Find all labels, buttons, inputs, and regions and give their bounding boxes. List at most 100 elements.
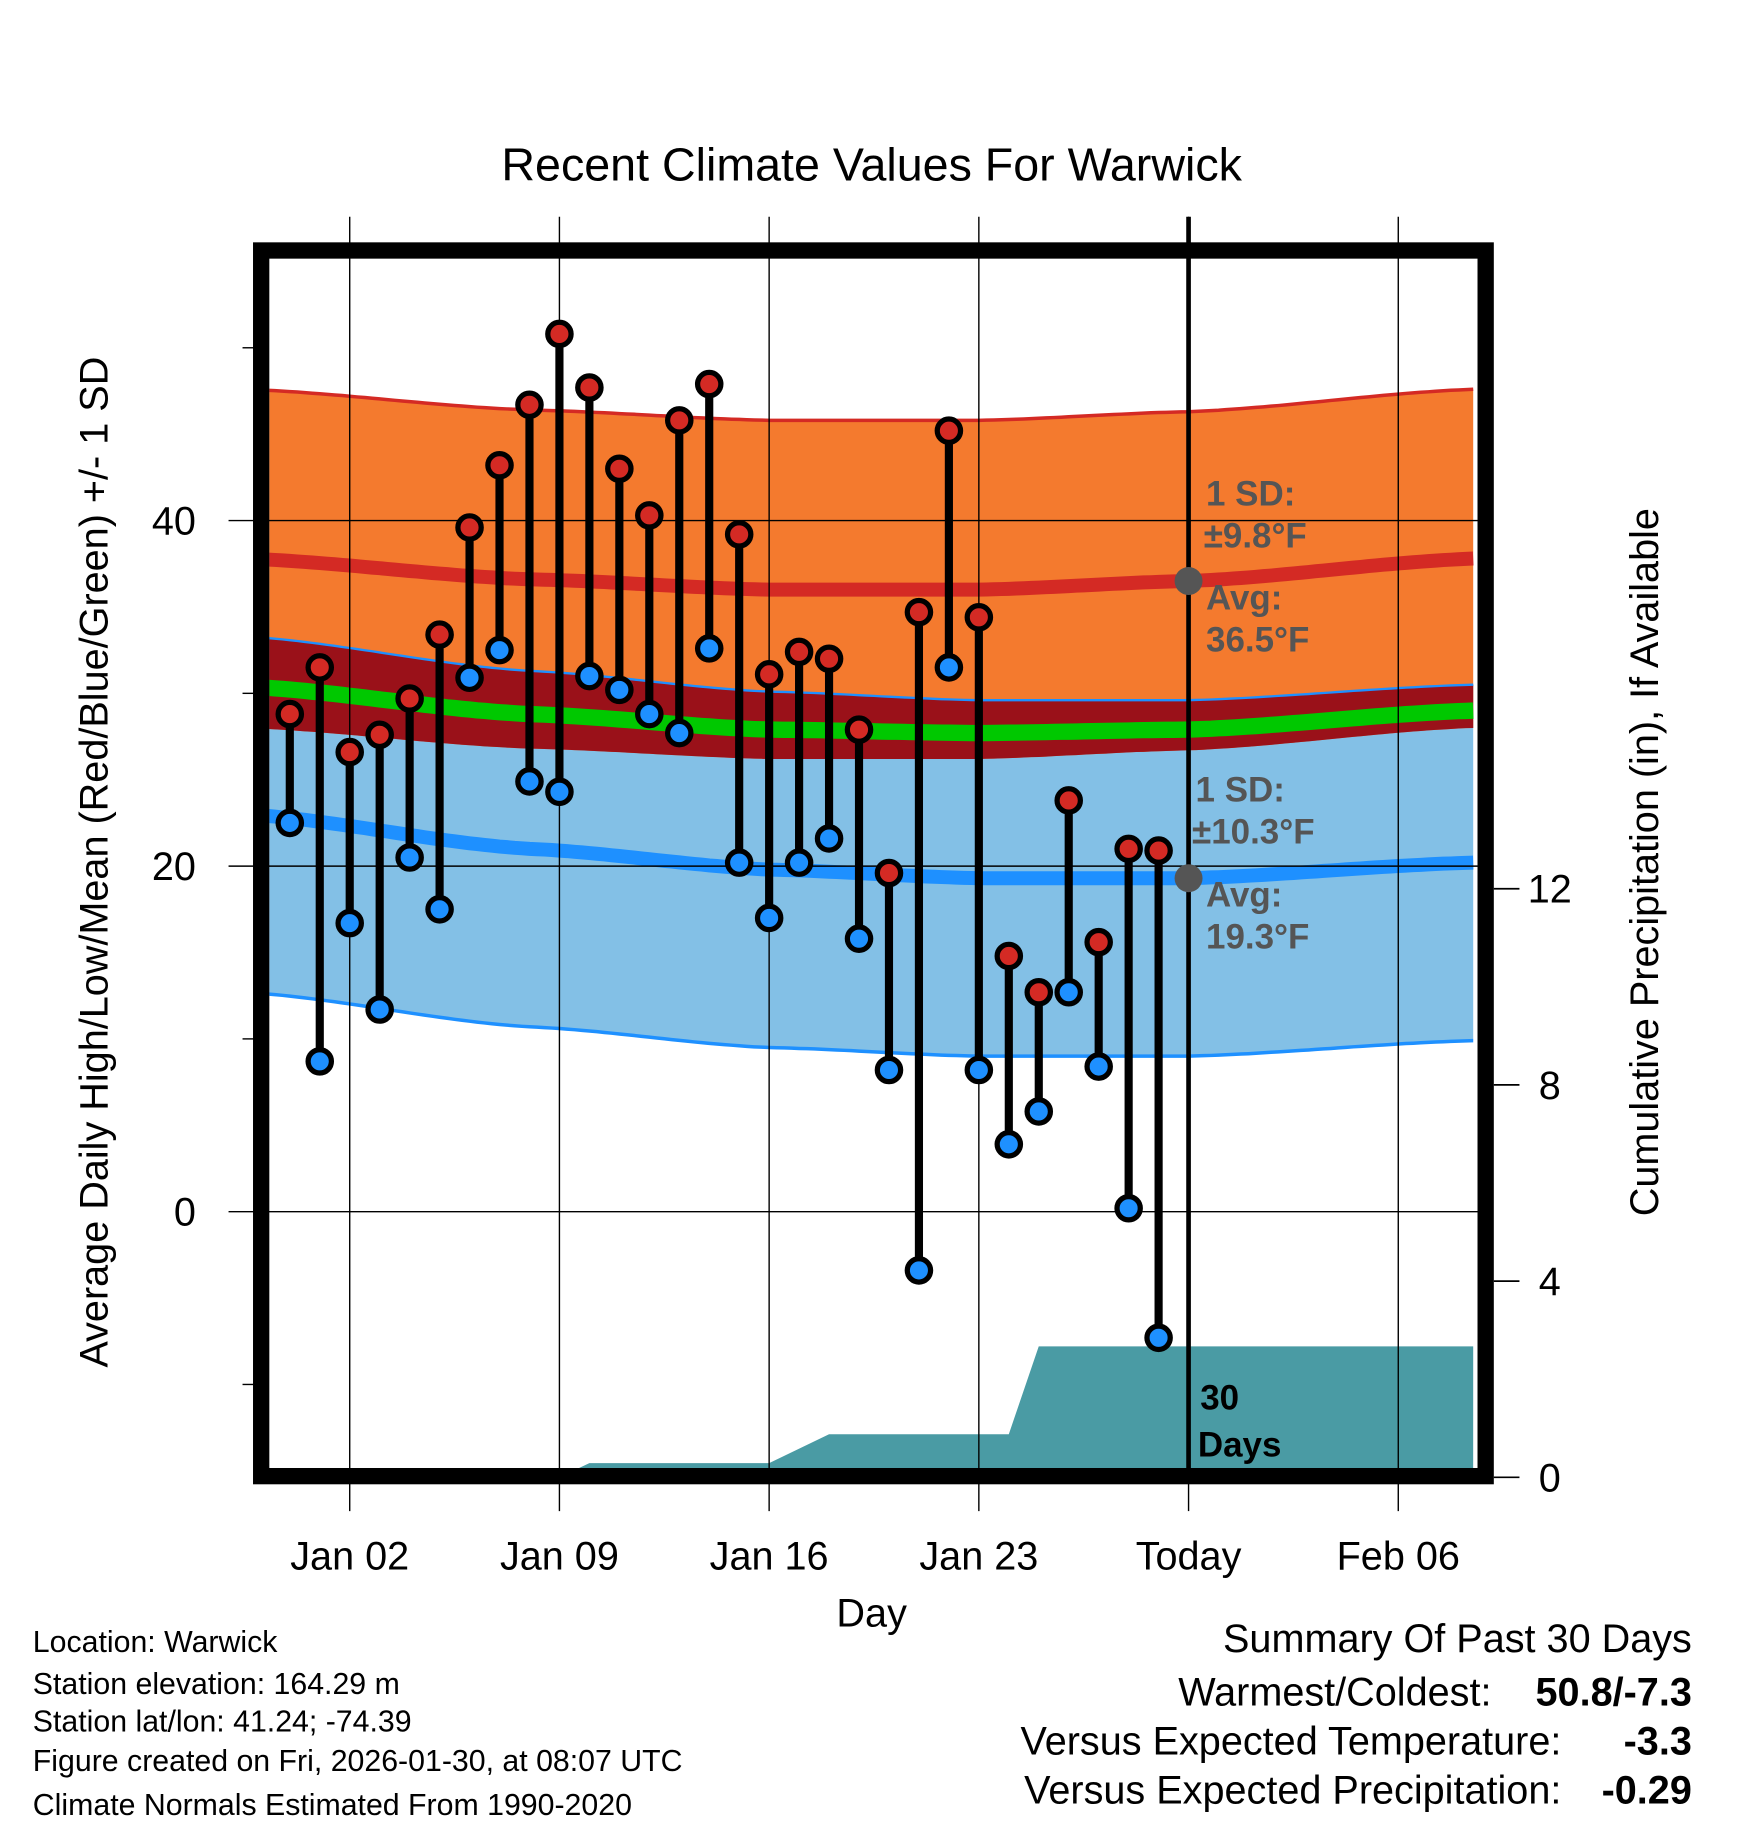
high-point <box>485 450 514 480</box>
high-point <box>1024 977 1054 1007</box>
high-point <box>635 501 664 530</box>
high-point <box>664 406 694 435</box>
station-info: Location: Warwick Station elevation: 164… <box>33 1626 683 1822</box>
high-point <box>1144 836 1173 865</box>
high-point <box>365 720 394 750</box>
high-point <box>934 416 964 445</box>
axes: Jan 02 Jan 09 Jan 16 Jan 23 Today Feb 0602040… <box>152 347 1572 1578</box>
y-tick-label: 40 <box>152 500 196 544</box>
low-point <box>365 995 394 1024</box>
temp-value: -3.3 <box>1624 1720 1692 1764</box>
high-point <box>784 637 814 667</box>
x-tick-label: Jan 09 <box>500 1534 619 1578</box>
daily-marks <box>275 319 1203 1353</box>
warm-cold-label: Warmest/Coldest: <box>1178 1671 1491 1715</box>
x-axis-label: Day <box>836 1591 907 1635</box>
y2-tick-label: 4 <box>1539 1260 1561 1304</box>
warm-cold-value: 50.8/-7.3 <box>1536 1671 1692 1715</box>
high-avg-value: 36.5°F <box>1206 620 1309 659</box>
high-point <box>515 390 544 420</box>
high-point <box>1084 927 1113 957</box>
period-label-days: Days <box>1198 1425 1282 1464</box>
summary: Summary Of Past 30 Days Warmest/Coldest:… <box>1020 1617 1691 1812</box>
plot-area <box>269 387 1474 1471</box>
low-point <box>904 1256 934 1285</box>
low-point <box>305 1047 335 1076</box>
today-low-avg-marker <box>1174 864 1203 893</box>
precip-value: -0.29 <box>1602 1769 1692 1813</box>
high-point <box>545 319 574 349</box>
low-avg-value: 19.3°F <box>1206 917 1309 956</box>
low-point <box>575 661 604 691</box>
high-upper-line <box>269 387 1474 423</box>
low-point <box>754 903 784 933</box>
low-point <box>1114 1193 1143 1223</box>
high-point <box>994 941 1024 971</box>
high-point <box>694 369 724 399</box>
high-point <box>964 603 994 632</box>
high-sd-label: 1 SD: <box>1206 475 1295 514</box>
low-point <box>515 767 544 796</box>
high-point <box>814 644 844 674</box>
low-avg-label: Avg: <box>1206 875 1282 914</box>
y2-axis-label: Cumulative Precipitation (in), If Availa… <box>1623 508 1667 1216</box>
y2-tick-label: 8 <box>1539 1064 1561 1108</box>
low-sd-value: ±10.3°F <box>1192 813 1314 852</box>
low-point <box>335 908 364 938</box>
low-point <box>964 1055 994 1085</box>
high-point <box>335 737 364 767</box>
annotations: 1 SD: ±9.8°F Avg: 36.5°F 1 SD: ±10.3°F A… <box>1192 475 1314 1465</box>
x-tick-label: Jan 02 <box>290 1534 409 1578</box>
high-avg-label: Avg: <box>1206 578 1282 617</box>
high-point <box>305 653 335 682</box>
low-point <box>635 699 664 729</box>
location-text: Location: Warwick <box>33 1626 278 1659</box>
low-point <box>874 1055 904 1085</box>
low-point <box>275 808 305 838</box>
low-point <box>784 848 814 877</box>
y-axis-label: Average Daily High/Low/Mean (Red/Blue/Gr… <box>72 357 116 1368</box>
low-point <box>1024 1097 1054 1126</box>
low-point <box>1144 1323 1173 1353</box>
high-point <box>724 520 754 549</box>
high-point <box>575 373 604 402</box>
low-sd-label: 1 SD: <box>1196 771 1285 810</box>
low-point <box>545 777 574 807</box>
high-point <box>754 660 784 689</box>
low-point <box>694 634 724 663</box>
high-point <box>275 699 305 729</box>
low-point <box>425 895 454 924</box>
low-point <box>395 843 424 872</box>
low-point <box>1054 977 1083 1007</box>
low-point <box>605 675 634 705</box>
period-label-number: 30 <box>1200 1379 1239 1418</box>
low-upper-line <box>269 637 1474 702</box>
low-point <box>814 824 844 853</box>
chart-title: Recent Climate Values For Warwick <box>501 139 1242 191</box>
x-tick-label: Jan 16 <box>710 1534 829 1578</box>
elevation-text: Station elevation: 164.29 m <box>33 1668 400 1701</box>
low-point <box>455 663 484 693</box>
low-point <box>934 653 964 682</box>
high-sd-band <box>269 389 1474 760</box>
x-tick-label: Feb 06 <box>1337 1534 1460 1578</box>
low-point <box>485 635 514 665</box>
low-point <box>724 848 754 877</box>
high-point <box>605 454 634 483</box>
x-tick-label: Today <box>1136 1534 1242 1578</box>
precip-label: Versus Expected Precipitation: <box>1024 1769 1561 1813</box>
low-lower-line <box>269 992 1474 1058</box>
high-point <box>425 620 454 649</box>
y-tick-label: 20 <box>152 845 196 889</box>
low-point <box>664 718 694 748</box>
low-point <box>844 924 874 953</box>
today-high-avg-marker <box>1174 567 1203 596</box>
latlon-text: Station lat/lon: 41.24; -74.39 <box>33 1705 412 1738</box>
high-point <box>1114 834 1143 864</box>
plot-frame <box>253 242 1494 1485</box>
y2-tick-label: 0 <box>1539 1456 1561 1500</box>
high-mean-line <box>269 551 1474 597</box>
y2-tick-label: 12 <box>1528 868 1572 912</box>
high-point <box>455 513 484 542</box>
